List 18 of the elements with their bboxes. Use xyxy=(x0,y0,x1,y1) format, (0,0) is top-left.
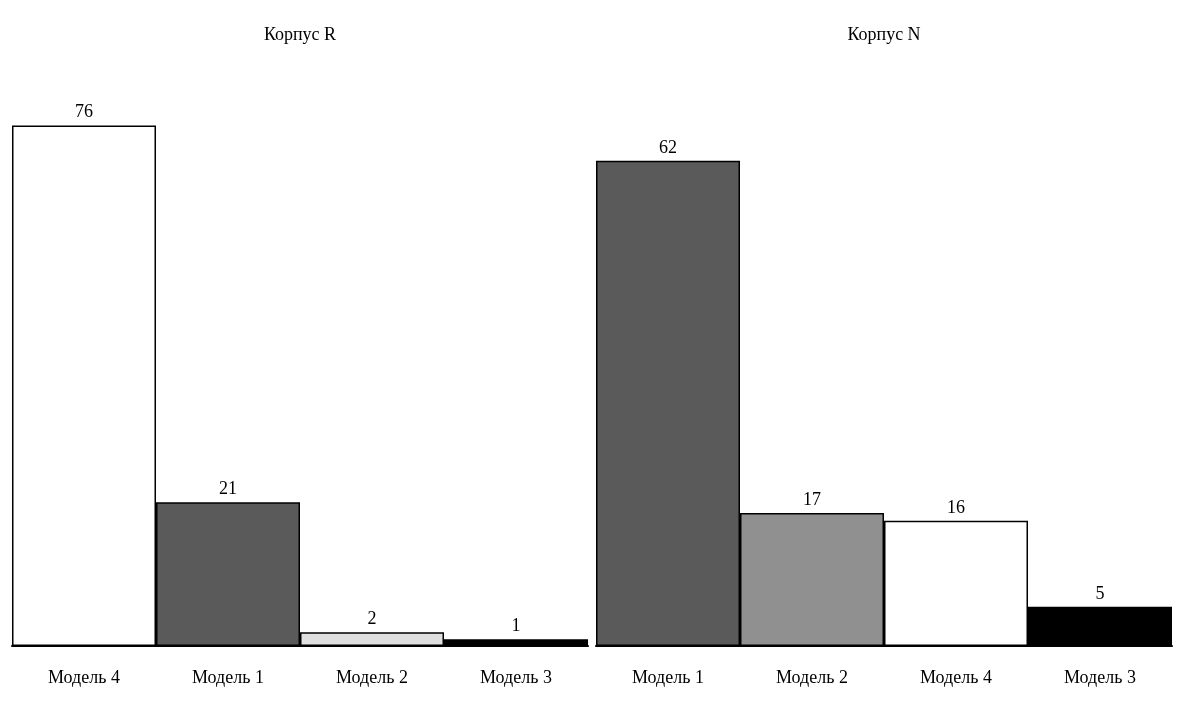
x-tick-label: Модель 1 xyxy=(192,667,264,687)
data-label: 21 xyxy=(219,478,237,499)
data-label: 16 xyxy=(947,496,965,517)
data-label: 5 xyxy=(1095,582,1105,603)
x-tick-label: Модель 2 xyxy=(776,667,848,687)
x-tick-label: Модель 1 xyxy=(632,667,704,687)
x-tick-label: Модель 3 xyxy=(480,667,552,687)
data-label: 17 xyxy=(803,488,821,509)
x-tick-label: Модель 4 xyxy=(48,667,120,687)
chart-title: Корпус N xyxy=(847,24,921,44)
x-tick-label: Модель 2 xyxy=(336,667,408,687)
data-label: 62 xyxy=(659,136,677,157)
data-label: 1 xyxy=(511,615,521,636)
x-tick-label: Модель 4 xyxy=(920,667,992,687)
x-tick-label: Модель 3 xyxy=(1064,667,1136,687)
data-label: 76 xyxy=(75,101,93,122)
data-label: 2 xyxy=(367,608,377,629)
chart-title: Корпус R xyxy=(263,24,337,44)
